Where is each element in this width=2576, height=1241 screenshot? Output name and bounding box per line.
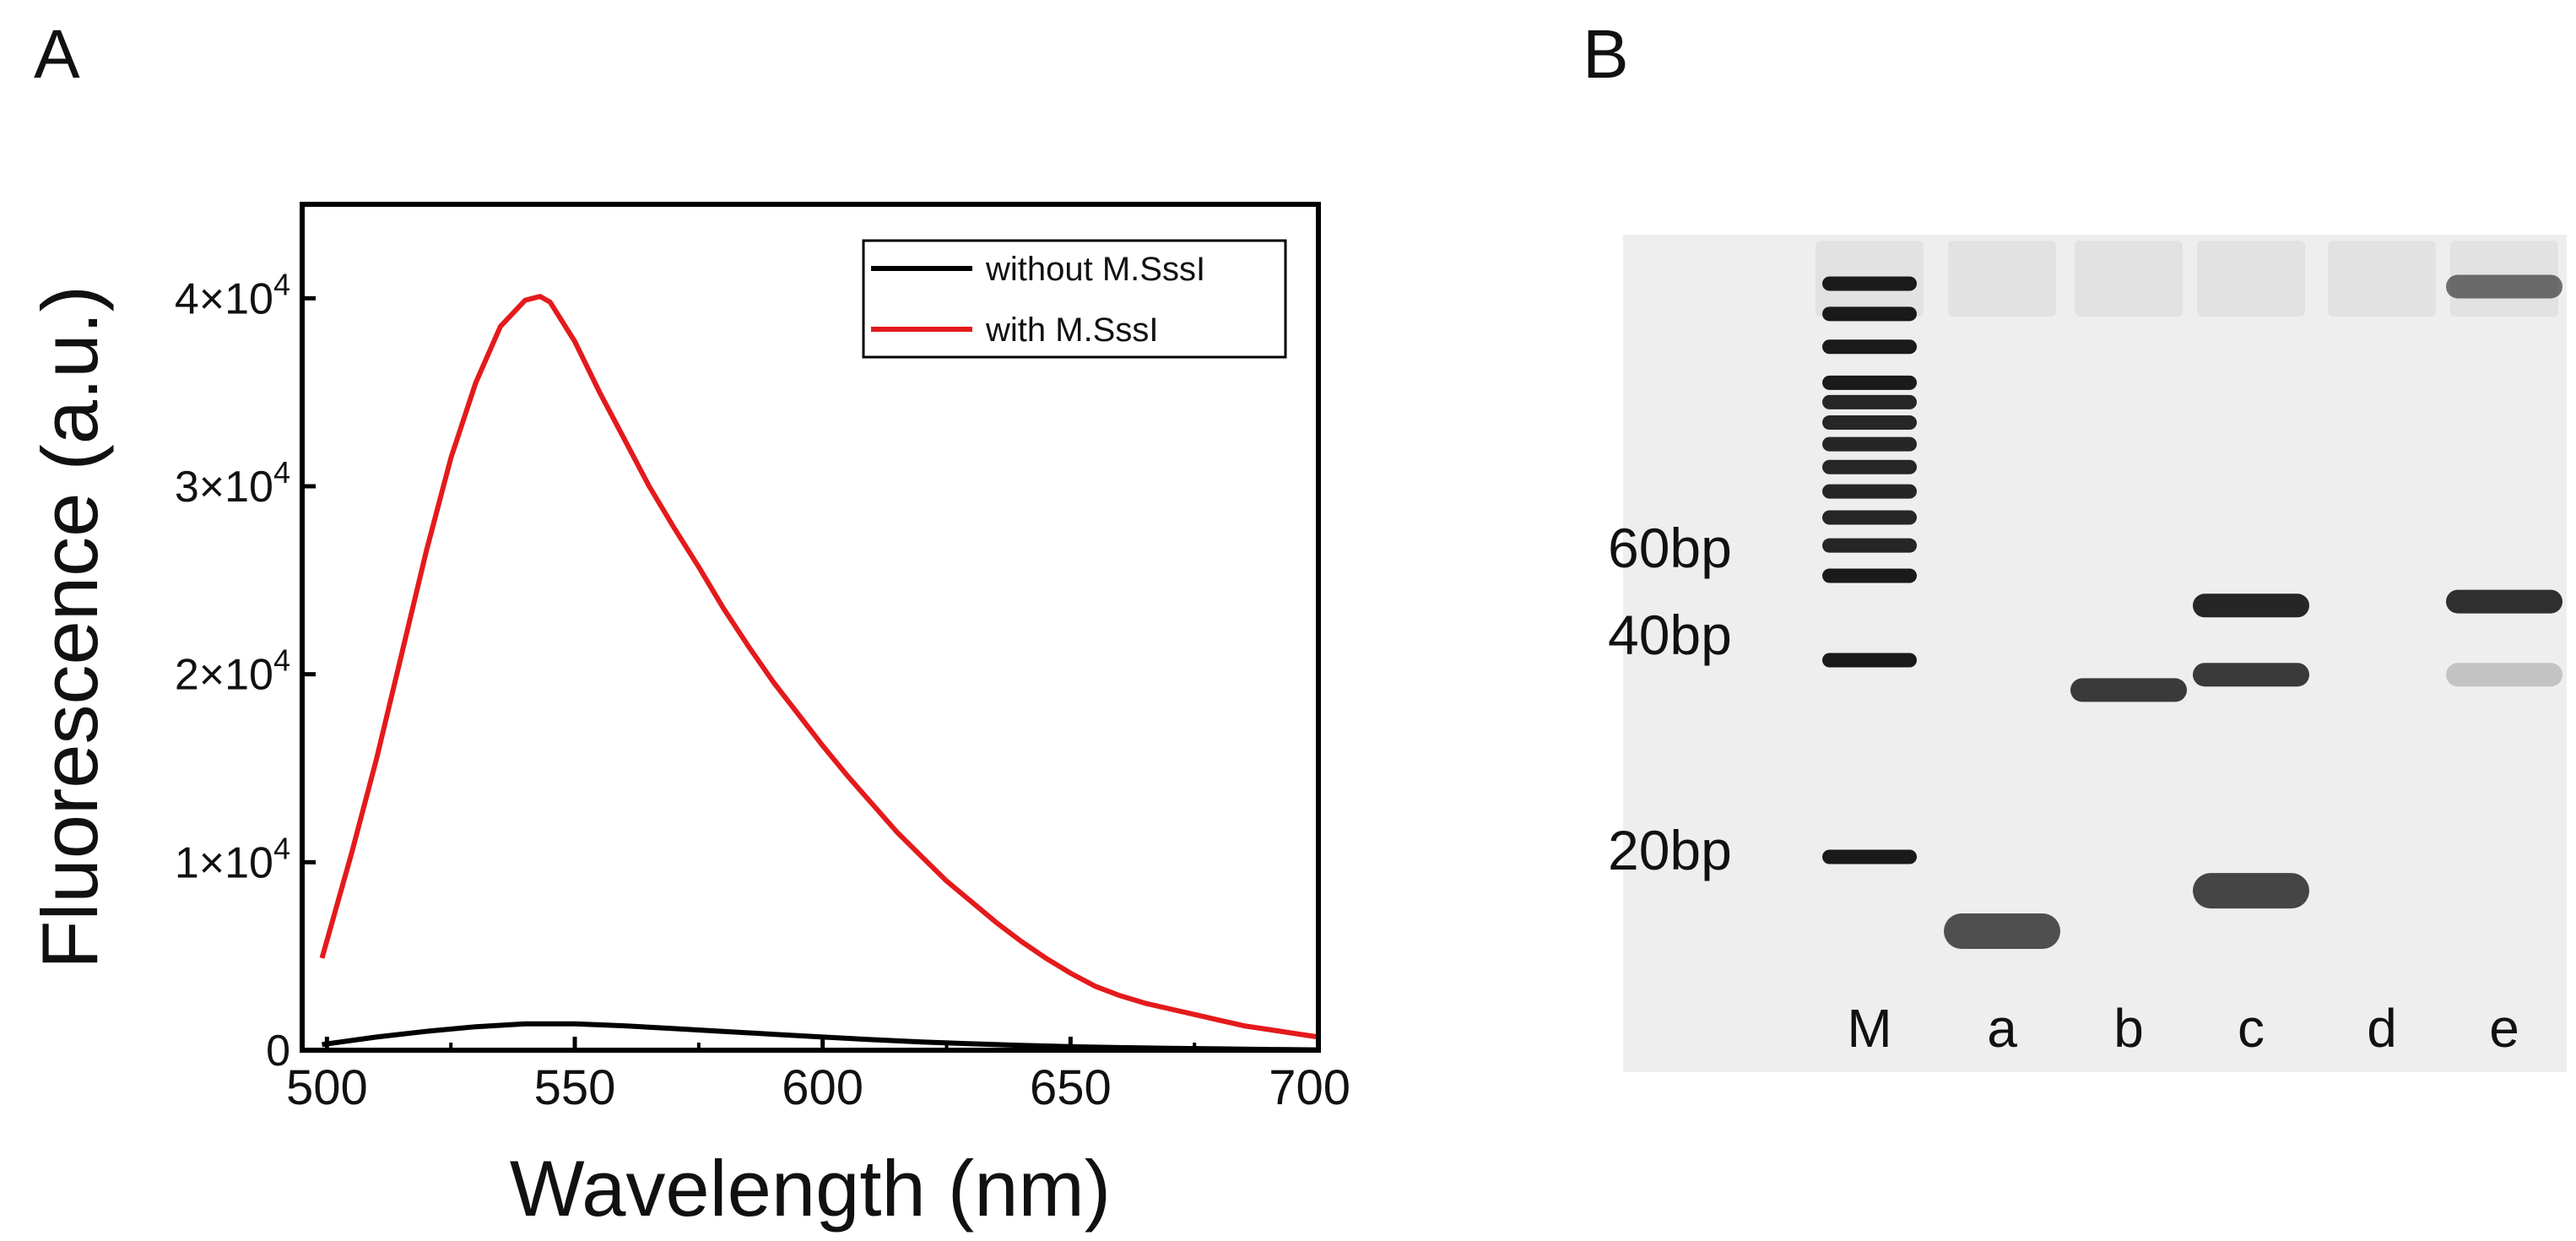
gel-band-lane-M (1822, 538, 1917, 553)
gel-band-lane-M (1822, 653, 1917, 668)
series-layer (319, 294, 1319, 1053)
gel-band-lane-M (1822, 306, 1917, 322)
gel-band-lane-c (2193, 593, 2309, 618)
size-label-20bp: 20bp (1608, 819, 1732, 881)
gel-lane-label-a: a (1987, 998, 2017, 1059)
size-label-40bp: 40bp (1608, 604, 1732, 666)
gel-band-lane-M (1822, 276, 1917, 291)
gel-band-lane-M (1822, 510, 1917, 525)
gel-lane-label-M: M (1847, 998, 1891, 1059)
y-tick-label: 1×104 (175, 831, 290, 887)
fluorescence-chart: 0 1×104 2×104 3×104 4×104 500 550 600 650 700 Fl… (25, 202, 1350, 1233)
gel-band-lane-M (1822, 459, 1917, 474)
x-tick-label: 650 (1030, 1060, 1112, 1115)
gel-lane-label-e: e (2489, 998, 2519, 1059)
gel-well (1948, 241, 2056, 317)
gel-well (2197, 241, 2305, 317)
gel-lane-label-c: c (2238, 998, 2265, 1059)
gel-band-lane-M (1822, 375, 1917, 390)
gel-band-lane-M (1822, 436, 1917, 452)
x-axis-label: Wavelength (nm) (510, 1144, 1111, 1233)
y-tick-label: 4×104 (175, 267, 290, 323)
gel-band-lane-M (1822, 339, 1917, 355)
gel-band-lane-a (1944, 913, 2060, 949)
series-line-without-msssi (322, 1021, 1319, 1053)
x-tick-label: 600 (782, 1060, 863, 1115)
gel-band-lane-e (2446, 274, 2562, 299)
gel-background (1623, 235, 2567, 1072)
plot-frame (300, 202, 1321, 1053)
y-tick-label: 3×104 (175, 455, 290, 512)
gel-bands (1822, 274, 2562, 949)
gel-band-lane-M (1822, 415, 1917, 431)
y-tick-label: 2×104 (175, 643, 290, 700)
legend-label-without: without M.SssI (985, 251, 1205, 288)
y-axis-ticks: 0 1×104 2×104 3×104 4×104 (175, 267, 316, 1076)
size-label-60bp: 60bp (1608, 517, 1732, 579)
gel-well (2075, 241, 2183, 317)
gel-band-lane-e (2446, 663, 2562, 687)
gel-band-lane-M (1822, 568, 1917, 583)
gel-band-lane-b (2070, 678, 2187, 702)
x-tick-label: 500 (286, 1060, 368, 1115)
x-tick-label: 700 (1269, 1060, 1350, 1115)
legend-box (862, 239, 1287, 359)
panel-a-label: A (34, 16, 80, 93)
y-axis-label: Fluorescence (a.u.) (25, 285, 114, 969)
gel-band-lane-M (1822, 394, 1917, 409)
series-line-with-msssi (319, 294, 1319, 1040)
panel-b-label: B (1583, 16, 1629, 93)
legend: without M.SssI with M.SssI (862, 239, 1287, 359)
gel-band-lane-M (1822, 849, 1917, 864)
gel-band-lane-c (2193, 663, 2309, 687)
legend-label-with: with M.SssI (985, 312, 1158, 349)
gel-band-lane-M (1822, 484, 1917, 499)
gel-well (2328, 241, 2436, 317)
gel-band-lane-e (2446, 589, 2562, 614)
y-tick-label: 0 (266, 1027, 290, 1076)
gel-lane-label-b: b (2113, 998, 2144, 1059)
gel-lane-label-d: d (2367, 998, 2397, 1059)
gel-band-lane-c (2193, 873, 2309, 909)
x-tick-label: 550 (534, 1060, 616, 1115)
x-axis-ticks: 500 550 600 650 700 (286, 1037, 1350, 1115)
